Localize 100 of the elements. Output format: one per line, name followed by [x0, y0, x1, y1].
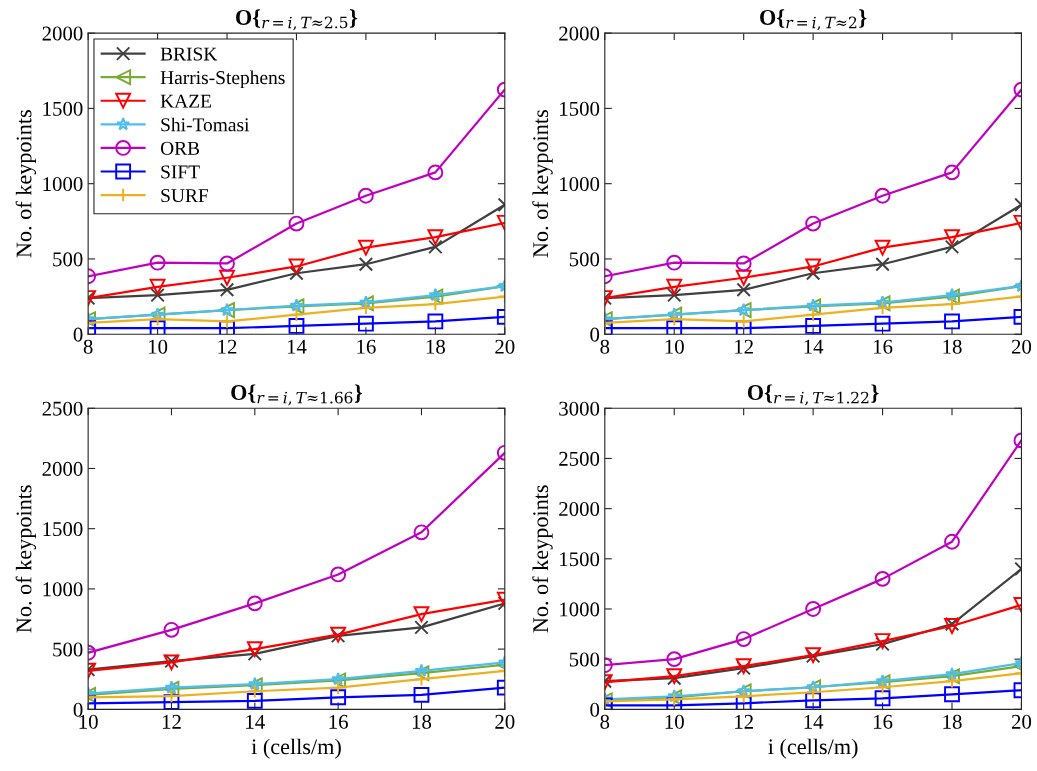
point — [875, 300, 890, 316]
x-tick-label: 20 — [495, 339, 515, 354]
point — [288, 258, 305, 275]
x-tick-label: 18 — [943, 339, 962, 354]
point — [219, 255, 235, 272]
point — [288, 215, 305, 232]
point — [874, 570, 891, 587]
y-axis-title: No. of keypoints — [15, 485, 37, 633]
point — [666, 651, 683, 668]
point — [246, 595, 263, 612]
point — [427, 229, 444, 246]
y-tick-label: 2000 — [559, 501, 600, 517]
point — [219, 282, 235, 298]
point — [944, 668, 960, 685]
point — [805, 685, 821, 700]
y-tick-label: 2000 — [42, 461, 83, 476]
x-tick-label: 14 — [287, 339, 307, 354]
x-tick-label: 18 — [412, 714, 432, 729]
x-tick-label: 12 — [735, 714, 753, 729]
point — [289, 307, 304, 322]
point — [805, 318, 822, 334]
point — [805, 266, 821, 281]
point — [288, 318, 305, 334]
point — [330, 680, 346, 695]
x-tick-label: 10 — [149, 339, 168, 354]
point — [874, 690, 891, 707]
y-tick-label: 1500 — [43, 101, 83, 116]
point — [150, 287, 165, 303]
x-tick-label: 10 — [665, 714, 684, 729]
legend-label: Shi-Tomasi — [161, 117, 250, 132]
y-tick-label: 1000 — [560, 602, 600, 617]
x-tick-label: 16 — [357, 339, 376, 354]
point — [805, 692, 822, 709]
point — [289, 266, 304, 281]
x-tick-label: 18 — [943, 714, 962, 729]
point — [428, 239, 443, 255]
y-tick-label: 1000 — [43, 582, 83, 597]
point — [944, 686, 960, 703]
y-tick-label: 500 — [569, 252, 600, 267]
x-tick-label: 18 — [426, 339, 445, 354]
legend-label: SIFT — [161, 165, 200, 179]
legend-label: KAZE — [160, 94, 211, 108]
point — [247, 646, 263, 662]
point — [666, 254, 683, 271]
point — [667, 287, 682, 303]
chart-title: O{$_{r=i,T≈2}$} — [760, 9, 867, 31]
y-tick-label: 1500 — [43, 522, 83, 537]
point — [666, 320, 683, 335]
x-tick-label: 8 — [600, 339, 610, 354]
point — [875, 680, 890, 695]
x-tick-label: 10 — [665, 339, 684, 354]
point — [945, 666, 959, 681]
point — [246, 641, 263, 658]
x-tick-label: 14 — [804, 339, 824, 354]
point — [944, 674, 960, 689]
x-tick-label: 16 — [329, 714, 348, 729]
point — [358, 187, 374, 204]
y-tick-label: 1500 — [560, 552, 600, 567]
y-axis-title: No. of keypoints — [532, 110, 553, 258]
x-axis-title: i (cells/m) — [251, 738, 341, 759]
chart-title: O{$_{r=i,T≈2.5}$} — [236, 9, 358, 31]
x-tick-label: 20 — [495, 714, 515, 729]
point — [247, 684, 263, 699]
point — [875, 256, 890, 272]
point — [149, 278, 166, 295]
y-tick-label: 500 — [53, 252, 83, 267]
point — [805, 258, 822, 275]
point — [735, 255, 752, 272]
point — [358, 239, 374, 256]
point — [944, 296, 960, 312]
point — [330, 566, 347, 583]
y-tick-label: 1000 — [43, 177, 83, 192]
point — [150, 311, 165, 327]
y-tick-label: 500 — [569, 652, 600, 667]
y-tick-label: 2500 — [559, 451, 600, 466]
x-tick-label: 14 — [804, 714, 824, 729]
y-axis-title: No. of keypoints — [532, 485, 553, 633]
point — [736, 314, 751, 329]
y-tick-label: 2000 — [42, 26, 83, 41]
y-axis-title: No. of keypoints — [15, 110, 37, 258]
point — [944, 239, 960, 255]
point — [149, 254, 166, 271]
x-tick-label: 12 — [735, 339, 753, 354]
point — [358, 256, 374, 272]
point — [944, 164, 960, 181]
point — [805, 601, 822, 617]
point — [735, 269, 752, 286]
point — [330, 689, 347, 706]
point — [944, 313, 960, 330]
x-tick-label: 20 — [1011, 339, 1032, 354]
point — [666, 697, 683, 710]
x-tick-label: 16 — [873, 714, 893, 729]
legend-label: ORB — [160, 141, 200, 155]
point — [427, 164, 444, 181]
x-tick-label: 8 — [83, 339, 93, 354]
point — [874, 239, 891, 256]
point — [666, 278, 683, 295]
y-tick-label: 3000 — [559, 401, 600, 416]
point — [428, 296, 443, 312]
legend-label: SURF — [161, 189, 209, 203]
